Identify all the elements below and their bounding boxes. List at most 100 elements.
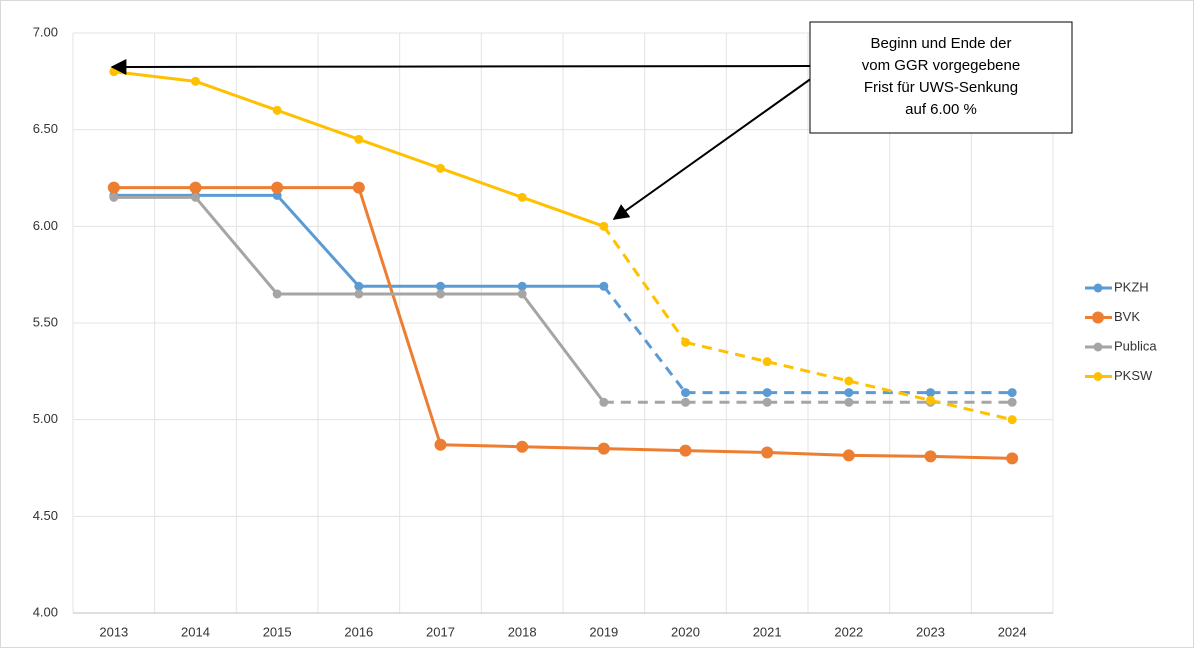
x-tick-label: 2014 bbox=[181, 624, 210, 639]
y-tick-label: 4.50 bbox=[33, 508, 58, 523]
annotation-arrow bbox=[612, 77, 813, 220]
point bbox=[191, 76, 200, 86]
annotation-text: Beginn und Ende der bbox=[871, 35, 1012, 52]
annotation: Beginn und Ende der vom GGR vorgegebene Fr… bbox=[862, 35, 1020, 118]
point bbox=[681, 388, 690, 398]
line-segment bbox=[685, 449, 768, 455]
point bbox=[924, 450, 937, 463]
point bbox=[844, 376, 854, 386]
line-segment bbox=[521, 195, 605, 228]
x-tick-label: 2019 bbox=[589, 624, 618, 639]
point bbox=[1007, 388, 1017, 398]
line-segment bbox=[439, 166, 523, 199]
point bbox=[517, 192, 527, 202]
line-segment bbox=[766, 360, 850, 383]
line-segment bbox=[194, 79, 278, 112]
line-segment bbox=[276, 108, 360, 141]
point bbox=[842, 449, 855, 462]
y-tick-label: 7.00 bbox=[33, 24, 58, 39]
x-tick-label: 2013 bbox=[99, 624, 128, 639]
line-segment bbox=[522, 445, 604, 451]
point bbox=[436, 281, 445, 291]
line-segment bbox=[848, 453, 931, 458]
annotation-text: vom GGR vorgegebene bbox=[862, 57, 1020, 74]
line-segment bbox=[848, 379, 931, 402]
x-tick-label: 2022 bbox=[834, 624, 863, 639]
line-segment bbox=[358, 137, 442, 170]
point bbox=[1006, 452, 1019, 465]
legend-label: PKZH bbox=[1114, 279, 1149, 294]
line-segment bbox=[767, 451, 849, 457]
point bbox=[844, 388, 854, 398]
x-tick-label: 2016 bbox=[344, 624, 373, 639]
point bbox=[107, 181, 120, 194]
legend-marker bbox=[1092, 311, 1104, 324]
point bbox=[599, 221, 609, 231]
point bbox=[352, 181, 365, 194]
point bbox=[762, 357, 772, 367]
point bbox=[354, 281, 364, 291]
annotation-text: Frist für UWS-Senkung bbox=[864, 79, 1018, 96]
point bbox=[762, 397, 772, 407]
x-tick-label: 2018 bbox=[508, 624, 537, 639]
x-tick-label: 2024 bbox=[998, 624, 1027, 639]
annotation-box bbox=[809, 21, 1073, 134]
point bbox=[109, 67, 119, 77]
line-segment bbox=[357, 187, 442, 446]
point bbox=[681, 337, 690, 347]
x-tick-label: 2021 bbox=[753, 624, 782, 639]
y-tick-label: 5.50 bbox=[33, 314, 58, 329]
line-segment bbox=[113, 70, 196, 83]
point bbox=[1007, 415, 1017, 425]
x-tick-label: 2020 bbox=[671, 624, 700, 639]
line-segment bbox=[520, 293, 606, 404]
point bbox=[109, 192, 119, 202]
line-segment bbox=[440, 443, 523, 449]
point bbox=[354, 134, 364, 144]
point bbox=[926, 388, 935, 398]
point bbox=[517, 281, 527, 291]
point bbox=[679, 444, 692, 457]
line-segment bbox=[602, 285, 687, 394]
legend-label: BVK bbox=[1114, 309, 1140, 324]
point bbox=[844, 397, 854, 407]
line-segment bbox=[194, 196, 279, 295]
point bbox=[599, 281, 609, 291]
legend-marker bbox=[1093, 372, 1103, 381]
y-tick-label: 6.50 bbox=[33, 121, 58, 136]
point bbox=[926, 395, 935, 405]
point bbox=[271, 181, 284, 194]
point bbox=[354, 289, 364, 299]
point bbox=[272, 105, 282, 115]
point bbox=[599, 397, 609, 407]
point bbox=[436, 163, 445, 173]
point bbox=[434, 438, 447, 451]
point bbox=[191, 192, 200, 202]
y-tick-label: 5.00 bbox=[33, 411, 58, 426]
point bbox=[272, 289, 282, 299]
point bbox=[762, 388, 772, 398]
line-segment bbox=[603, 447, 686, 453]
point bbox=[1007, 397, 1017, 407]
point bbox=[681, 397, 690, 407]
point bbox=[517, 289, 527, 299]
legend-marker bbox=[1093, 283, 1103, 293]
legend-label: Publica bbox=[1114, 338, 1157, 353]
line-segment bbox=[685, 340, 768, 364]
y-tick-label: 4.00 bbox=[33, 604, 58, 619]
point bbox=[436, 289, 445, 299]
x-tick-label: 2015 bbox=[263, 624, 292, 639]
line-segment bbox=[930, 398, 1013, 422]
x-tick-label: 2017 bbox=[426, 624, 455, 639]
point bbox=[597, 442, 610, 455]
y-tick-label: 6.00 bbox=[33, 218, 58, 233]
annotation-text: auf 6.00 % bbox=[905, 101, 977, 118]
point bbox=[516, 440, 529, 453]
point bbox=[761, 446, 774, 459]
x-tick-label: 2023 bbox=[916, 624, 945, 639]
line-segment bbox=[930, 454, 1013, 460]
legend-marker bbox=[1093, 342, 1103, 352]
legend-label: PKSW bbox=[1114, 368, 1153, 383]
line-segment bbox=[276, 194, 360, 288]
